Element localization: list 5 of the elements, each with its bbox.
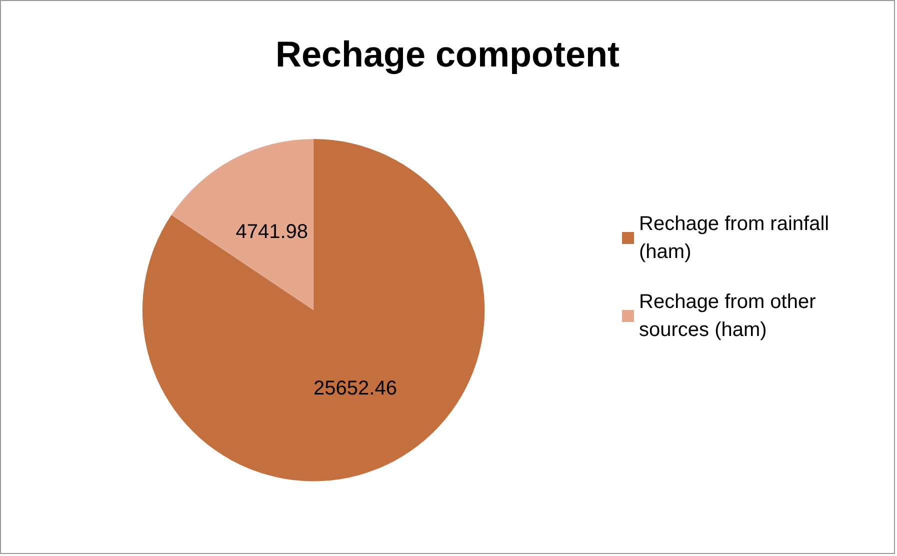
legend-label: Rechage from other sources (ham): [639, 291, 822, 341]
legend-label: Rechage from rainfall (ham): [639, 213, 835, 263]
data-label: 4741.98: [236, 220, 308, 243]
data-label: 25652.46: [314, 377, 397, 400]
chart-title: Rechage compotent: [275, 34, 620, 74]
